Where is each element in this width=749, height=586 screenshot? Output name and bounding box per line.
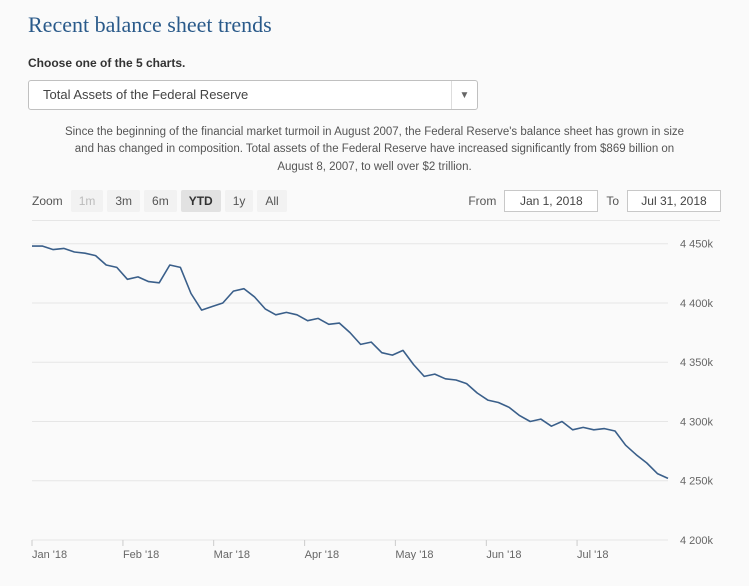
x-tick-label: Feb '18 [123, 549, 159, 560]
x-tick-label: May '18 [395, 549, 433, 560]
y-tick-label: 4 450k [680, 238, 714, 250]
page-title: Recent balance sheet trends [28, 12, 721, 38]
x-tick-label: Mar '18 [214, 549, 250, 560]
chart-description: Since the beginning of the financial mar… [28, 124, 721, 176]
y-tick-label: 4 350k [680, 357, 714, 369]
to-date-input[interactable]: Jul 31, 2018 [627, 190, 721, 212]
x-tick-label: Apr '18 [305, 549, 340, 560]
range-group: From Jan 1, 2018 To Jul 31, 2018 [468, 190, 721, 212]
controls-row: Zoom 1m3m6mYTD1yAll From Jan 1, 2018 To … [28, 190, 721, 212]
chart-select-value: Total Assets of the Federal Reserve [28, 80, 478, 110]
chevron-down-icon: ▼ [451, 81, 477, 109]
chart-select[interactable]: Total Assets of the Federal Reserve ▼ [28, 80, 478, 110]
x-tick-label: Jul '18 [577, 549, 608, 560]
from-date-input[interactable]: Jan 1, 2018 [504, 190, 598, 212]
line-chart[interactable]: 4 200k 4 250k 4 300k 4 350k 4 400k 4 450k Jan … [28, 220, 724, 560]
y-tick-label: 4 250k [680, 475, 714, 487]
zoom-label: Zoom [32, 194, 63, 208]
to-label: To [606, 194, 619, 208]
y-tick-label: 4 200k [680, 535, 714, 547]
zoom-3m-button[interactable]: 3m [107, 190, 140, 212]
choose-label: Choose one of the 5 charts. [28, 56, 721, 70]
zoom-ytd-button[interactable]: YTD [181, 190, 221, 212]
chart-svg: 4 200k 4 250k 4 300k 4 350k 4 400k 4 450k Jan … [28, 220, 724, 560]
from-label: From [468, 194, 496, 208]
zoom-1y-button[interactable]: 1y [225, 190, 254, 212]
zoom-all-button[interactable]: All [257, 190, 286, 212]
x-tick-label: Jun '18 [486, 549, 521, 560]
y-tick-label: 4 300k [680, 416, 714, 428]
x-tick-label: Jan '18 [32, 549, 67, 560]
y-tick-label: 4 400k [680, 298, 714, 310]
zoom-group: Zoom 1m3m6mYTD1yAll [32, 194, 291, 208]
zoom-6m-button[interactable]: 6m [144, 190, 177, 212]
zoom-1m-button: 1m [71, 190, 104, 212]
